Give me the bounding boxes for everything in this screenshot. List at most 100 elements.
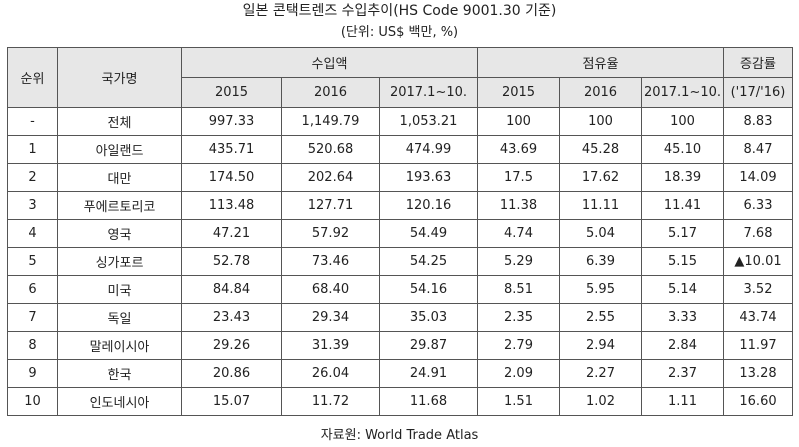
cell-share-2016: 2.55: [559, 303, 642, 332]
cell-import-2015: 435.71: [181, 135, 282, 164]
cell-import-2016: 57.92: [281, 219, 380, 248]
cell-import-2015: 52.78: [181, 247, 282, 276]
cell-import-2015: 84.84: [181, 275, 282, 304]
header-import-group: 수입액: [181, 47, 478, 78]
cell-rank: 2: [7, 163, 58, 192]
cell-import-2015: 47.21: [181, 219, 282, 248]
cell-share-2016: 5.95: [559, 275, 642, 304]
cell-share-2017: 100: [641, 107, 724, 136]
cell-share-2017: 45.10: [641, 135, 724, 164]
cell-import-2016: 31.39: [281, 331, 380, 360]
cell-country: 싱가포르: [57, 247, 182, 276]
cell-rank: 10: [7, 387, 58, 416]
cell-import-2015: 15.07: [181, 387, 282, 416]
header-share-2015: 2015: [477, 77, 560, 108]
cell-import-2017: 29.87: [379, 331, 478, 360]
cell-import-2015: 174.50: [181, 163, 282, 192]
cell-share-2016: 6.39: [559, 247, 642, 276]
cell-share-2015: 5.29: [477, 247, 560, 276]
cell-share-2016: 11.11: [559, 191, 642, 220]
cell-country: 푸에르토리코: [57, 191, 182, 220]
cell-country: 한국: [57, 359, 182, 388]
page-title: 일본 콘택트렌즈 수입추이(HS Code 9001.30 기준): [242, 3, 557, 19]
cell-change: 6.33: [723, 191, 793, 220]
cell-rank: 7: [7, 303, 58, 332]
cell-import-2016: 11.72: [281, 387, 380, 416]
table-row: 9 한국 20.86 26.04 24.91 2.09 2.27 2.37 13.28: [7, 359, 793, 388]
header-share-2016: 2016: [559, 77, 642, 108]
cell-import-2016: 73.46: [281, 247, 380, 276]
cell-change: 13.28: [723, 359, 793, 388]
cell-share-2015: 100: [477, 107, 560, 136]
cell-share-2015: 2.79: [477, 331, 560, 360]
cell-import-2016: 68.40: [281, 275, 380, 304]
cell-country: 전체: [57, 107, 182, 136]
cell-rank: 5: [7, 247, 58, 276]
header-import-2016: 2016: [281, 77, 380, 108]
table-body: - 전체 997.33 1,149.79 1,053.21 100 100 100 8.83 1 아…: [7, 107, 793, 416]
cell-share-2016: 1.02: [559, 387, 642, 416]
cell-rank: -: [7, 107, 58, 136]
cell-import-2017: 120.16: [379, 191, 478, 220]
cell-import-2015: 20.86: [181, 359, 282, 388]
table-row: - 전체 997.33 1,149.79 1,053.21 100 100 100 8.83: [7, 107, 793, 136]
cell-share-2015: 43.69: [477, 135, 560, 164]
cell-import-2017: 35.03: [379, 303, 478, 332]
cell-country: 아일랜드: [57, 135, 182, 164]
cell-import-2017: 54.25: [379, 247, 478, 276]
header-change: 증감률: [723, 47, 793, 78]
cell-share-2016: 17.62: [559, 163, 642, 192]
cell-import-2015: 29.26: [181, 331, 282, 360]
cell-import-2016: 1,149.79: [281, 107, 380, 136]
cell-rank: 8: [7, 331, 58, 360]
import-table: 순위 국가명 수입액 점유율 증감률 2015 2016 2017.1~10. …: [7, 47, 793, 416]
header-import-2017: 2017.1~10.: [379, 77, 478, 108]
cell-import-2017: 54.16: [379, 275, 478, 304]
cell-change: 16.60: [723, 387, 793, 416]
cell-share-2016: 5.04: [559, 219, 642, 248]
cell-import-2017: 24.91: [379, 359, 478, 388]
cell-import-2016: 26.04: [281, 359, 380, 388]
header-share-2017: 2017.1~10.: [641, 77, 724, 108]
cell-rank: 4: [7, 219, 58, 248]
table-row: 3 푸에르토리코 113.48 127.71 120.16 11.38 11.11 11.41…: [7, 191, 793, 220]
cell-change: 8.47: [723, 135, 793, 164]
cell-share-2015: 8.51: [477, 275, 560, 304]
header-rank: 순위: [7, 47, 58, 108]
table-row: 2 대만 174.50 202.64 193.63 17.5 17.62 18.39 14.09: [7, 163, 793, 192]
cell-country: 말레이시아: [57, 331, 182, 360]
cell-change: 3.52: [723, 275, 793, 304]
cell-share-2017: 2.84: [641, 331, 724, 360]
cell-share-2017: 11.41: [641, 191, 724, 220]
cell-change: 8.83: [723, 107, 793, 136]
header-country: 국가명: [57, 47, 182, 108]
cell-share-2015: 2.09: [477, 359, 560, 388]
cell-share-2017: 5.17: [641, 219, 724, 248]
cell-change: 14.09: [723, 163, 793, 192]
cell-change: 43.74: [723, 303, 793, 332]
cell-change: ▲10.01: [723, 247, 793, 276]
cell-import-2017: 54.49: [379, 219, 478, 248]
cell-import-2017: 474.99: [379, 135, 478, 164]
cell-share-2015: 2.35: [477, 303, 560, 332]
table-row: 7 독일 23.43 29.34 35.03 2.35 2.55 3.33 43.74: [7, 303, 793, 332]
cell-share-2017: 2.37: [641, 359, 724, 388]
table-row: 4 영국 47.21 57.92 54.49 4.74 5.04 5.17 7.68: [7, 219, 793, 248]
cell-share-2017: 5.15: [641, 247, 724, 276]
table-row: 1 아일랜드 435.71 520.68 474.99 43.69 45.28 45.10 8.…: [7, 135, 793, 164]
cell-country: 영국: [57, 219, 182, 248]
header-change-period: ('17/'16): [723, 77, 793, 108]
cell-country: 대만: [57, 163, 182, 192]
cell-rank: 3: [7, 191, 58, 220]
cell-change: 11.97: [723, 331, 793, 360]
cell-share-2017: 18.39: [641, 163, 724, 192]
cell-share-2015: 4.74: [477, 219, 560, 248]
cell-import-2015: 23.43: [181, 303, 282, 332]
source-note: 자료원: World Trade Atlas: [320, 428, 479, 443]
table-row: 8 말레이시아 29.26 31.39 29.87 2.79 2.94 2.84 11.97: [7, 331, 793, 360]
unit-note: (단위: US$ 백만, %): [340, 25, 459, 40]
cell-change: 7.68: [723, 219, 793, 248]
header-share-group: 점유율: [477, 47, 724, 78]
cell-share-2016: 2.94: [559, 331, 642, 360]
header-import-2015: 2015: [181, 77, 282, 108]
